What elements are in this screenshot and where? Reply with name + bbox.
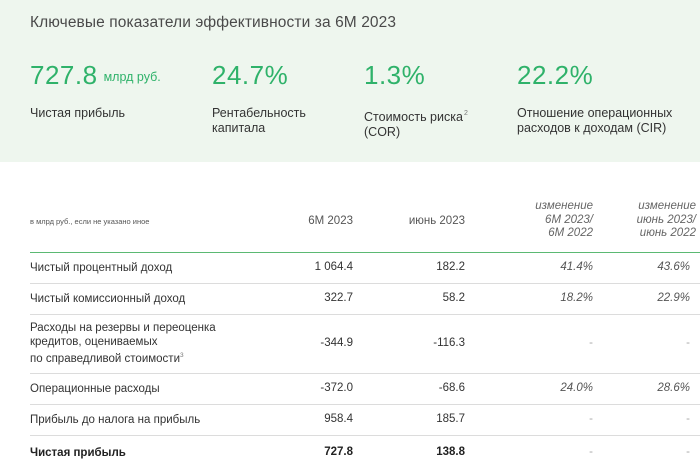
kpi-label: Отношение операционных расходов к дохода… [517, 106, 672, 136]
table-row: Расходы на резервы и переоценка кредитов… [30, 315, 700, 374]
kpi-value: 1.3% [364, 60, 426, 90]
header-line: июнь 2022 [639, 227, 696, 239]
cell-june-2023: 58.2 [442, 292, 465, 304]
cell-june-2023: -68.6 [438, 382, 465, 394]
cell-6m-2023: -372.0 [320, 382, 353, 394]
cell-6m-2023: 1 064.4 [314, 261, 353, 273]
cell-june-2023: 185.7 [436, 413, 465, 425]
row-label-line: кредитов, оцениваемых [30, 336, 158, 348]
cell-6m-2023: 958.4 [324, 413, 353, 425]
row-label: Чистая прибыль [30, 447, 126, 459]
cell-change-june: - [686, 413, 690, 425]
column-header-6m-2023: 6М 2023 [308, 215, 353, 227]
cell-change-6m: 24.0% [560, 382, 593, 394]
row-label-line: Расходы на резервы и переоценка [30, 322, 216, 334]
table-row: Прибыль до налога на прибыль 958.4 185.7… [30, 405, 700, 436]
kpi-label-line: Стоимость риска [364, 110, 463, 124]
column-header-june-2023: июнь 2023 [408, 215, 465, 227]
kpi-value: 24.7% [212, 60, 289, 90]
cell-6m-2023: 727.8 [324, 446, 353, 458]
footnote-marker: 3 [180, 352, 184, 359]
kpi-label-line: (COR) [364, 125, 401, 139]
kpi-label-line: Чистая прибыль [30, 106, 125, 120]
cell-6m-2023: 322.7 [324, 292, 353, 304]
cell-change-6m: 18.2% [560, 292, 593, 304]
column-header-change-june: изменение июнь 2023/ июнь 2022 [637, 200, 696, 241]
header-line: июнь 2023/ [636, 213, 696, 226]
header-line: 6М 2023/ [545, 213, 593, 226]
cell-june-2023: 138.8 [436, 446, 465, 458]
row-label: Чистый комиссионный доход [30, 293, 186, 305]
cell-june-2023: -116.3 [433, 337, 465, 349]
cell-change-6m: - [589, 337, 593, 349]
table-row: Чистый комиссионный доход 322.7 58.2 18.… [30, 284, 700, 315]
kpi-value: 22.2% [517, 60, 594, 90]
table-caption: в млрд руб., если не указано иное [30, 217, 150, 226]
kpi-label: Стоимость риска2 (COR) [364, 106, 468, 140]
kpi-cir: 22.2% Отношение операционных расходов к … [517, 60, 672, 136]
header-line: 6М 2022 [548, 227, 593, 239]
kpi-label-line: расходов к доходам (CIR) [517, 121, 667, 135]
kpi-label: Рентабельность капитала [212, 106, 306, 136]
cell-june-2023: 182.2 [436, 261, 465, 273]
kpi-title: Ключевые показатели эффективности за 6М … [30, 14, 397, 31]
column-header-change-6m: изменение 6М 2023/ 6М 2022 [535, 200, 593, 241]
kpi-label-line: Отношение операционных [517, 106, 673, 120]
cell-change-6m: 41.4% [560, 261, 593, 273]
footnote-marker: 2 [463, 110, 468, 117]
cell-change-june: - [686, 337, 690, 349]
cell-change-june: 22.9% [657, 292, 690, 304]
kpi-label-line: капитала [212, 121, 266, 135]
row-label: Чистый процентный доход [30, 262, 173, 274]
kpi-cor: 1.3% Стоимость риска2 (COR) [364, 60, 468, 140]
kpi-panel: Ключевые показатели эффективности за 6М … [0, 0, 700, 162]
financial-table: в млрд руб., если не указано иное 6М 202… [30, 192, 700, 468]
cell-change-june: - [686, 446, 690, 458]
kpi-value: 727.8 [30, 60, 98, 90]
table-row: Чистый процентный доход 1 064.4 182.2 41… [30, 253, 700, 284]
cell-change-6m: - [589, 413, 593, 425]
kpi-label-line: Рентабельность [212, 106, 306, 120]
table-row: Операционные расходы -372.0 -68.6 24.0% … [30, 374, 700, 405]
cell-change-june: 43.6% [657, 261, 690, 273]
kpi-roe: 24.7% Рентабельность капитала [212, 60, 306, 136]
row-label: Операционные расходы [30, 383, 160, 395]
cell-change-june: 28.6% [657, 382, 690, 394]
row-label-line: по справедливой стоимости [30, 353, 180, 365]
kpi-net-profit: 727.8 млрд руб. Чистая прибыль [30, 60, 161, 121]
kpi-unit: млрд руб. [103, 70, 161, 84]
kpi-label: Чистая прибыль [30, 106, 161, 121]
table-header: в млрд руб., если не указано иное 6М 202… [30, 192, 700, 253]
cell-6m-2023: -344.9 [320, 337, 353, 349]
table-row-total: Чистая прибыль 727.8 138.8 - - [30, 436, 700, 468]
row-label: Расходы на резервы и переоценка кредитов… [30, 321, 216, 366]
row-label: Прибыль до налога на прибыль [30, 414, 201, 426]
header-line: изменение [638, 200, 696, 212]
cell-change-6m: - [589, 446, 593, 458]
header-line: изменение [535, 200, 593, 212]
